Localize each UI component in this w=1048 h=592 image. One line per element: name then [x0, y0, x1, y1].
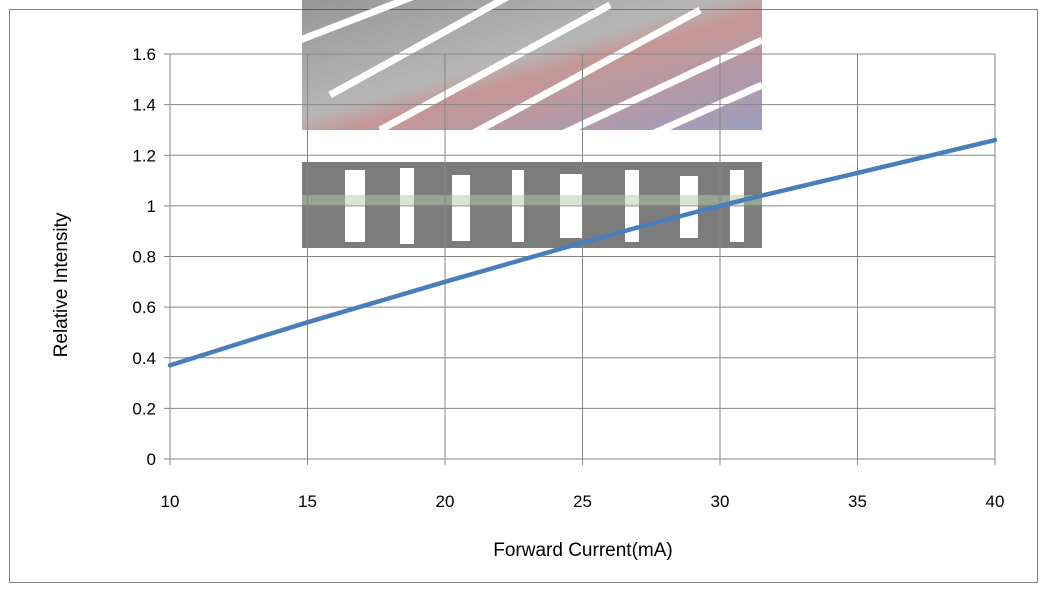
axes: [164, 53, 996, 465]
x-axis-title: Forward Current(mA): [493, 540, 672, 561]
x-tick-label: 35: [848, 492, 867, 511]
x-tick-label: 20: [436, 492, 455, 511]
y-tick-label: 0.6: [132, 298, 156, 317]
series-line: [167, 137, 998, 368]
x-tick-label: 10: [161, 492, 180, 511]
x-tick-label: 15: [298, 492, 317, 511]
series-layer: [167, 137, 998, 368]
gridlines: [169, 53, 996, 460]
tick-labels: 0 0.2 0.4 0.6 0.8 1 1.2 1.4 1.6 10 15 20 25 30 35 40: [132, 45, 1004, 511]
x-tick-label: 25: [573, 492, 592, 511]
y-tick-label: 1.4: [132, 96, 156, 115]
y-tick-label: 0: [147, 450, 156, 469]
x-tick-label: 40: [986, 492, 1005, 511]
y-tick-label: 1.6: [132, 45, 156, 64]
y-tick-label: 0.8: [132, 248, 156, 267]
x-tick-label: 30: [711, 492, 730, 511]
y-tick-label: 0.2: [132, 399, 156, 418]
y-tick-label: 1: [147, 197, 156, 216]
y-tick-label: 0.4: [132, 349, 156, 368]
y-tick-label: 1.2: [132, 146, 156, 165]
y-axis-title: Relative Intensity: [51, 212, 72, 357]
